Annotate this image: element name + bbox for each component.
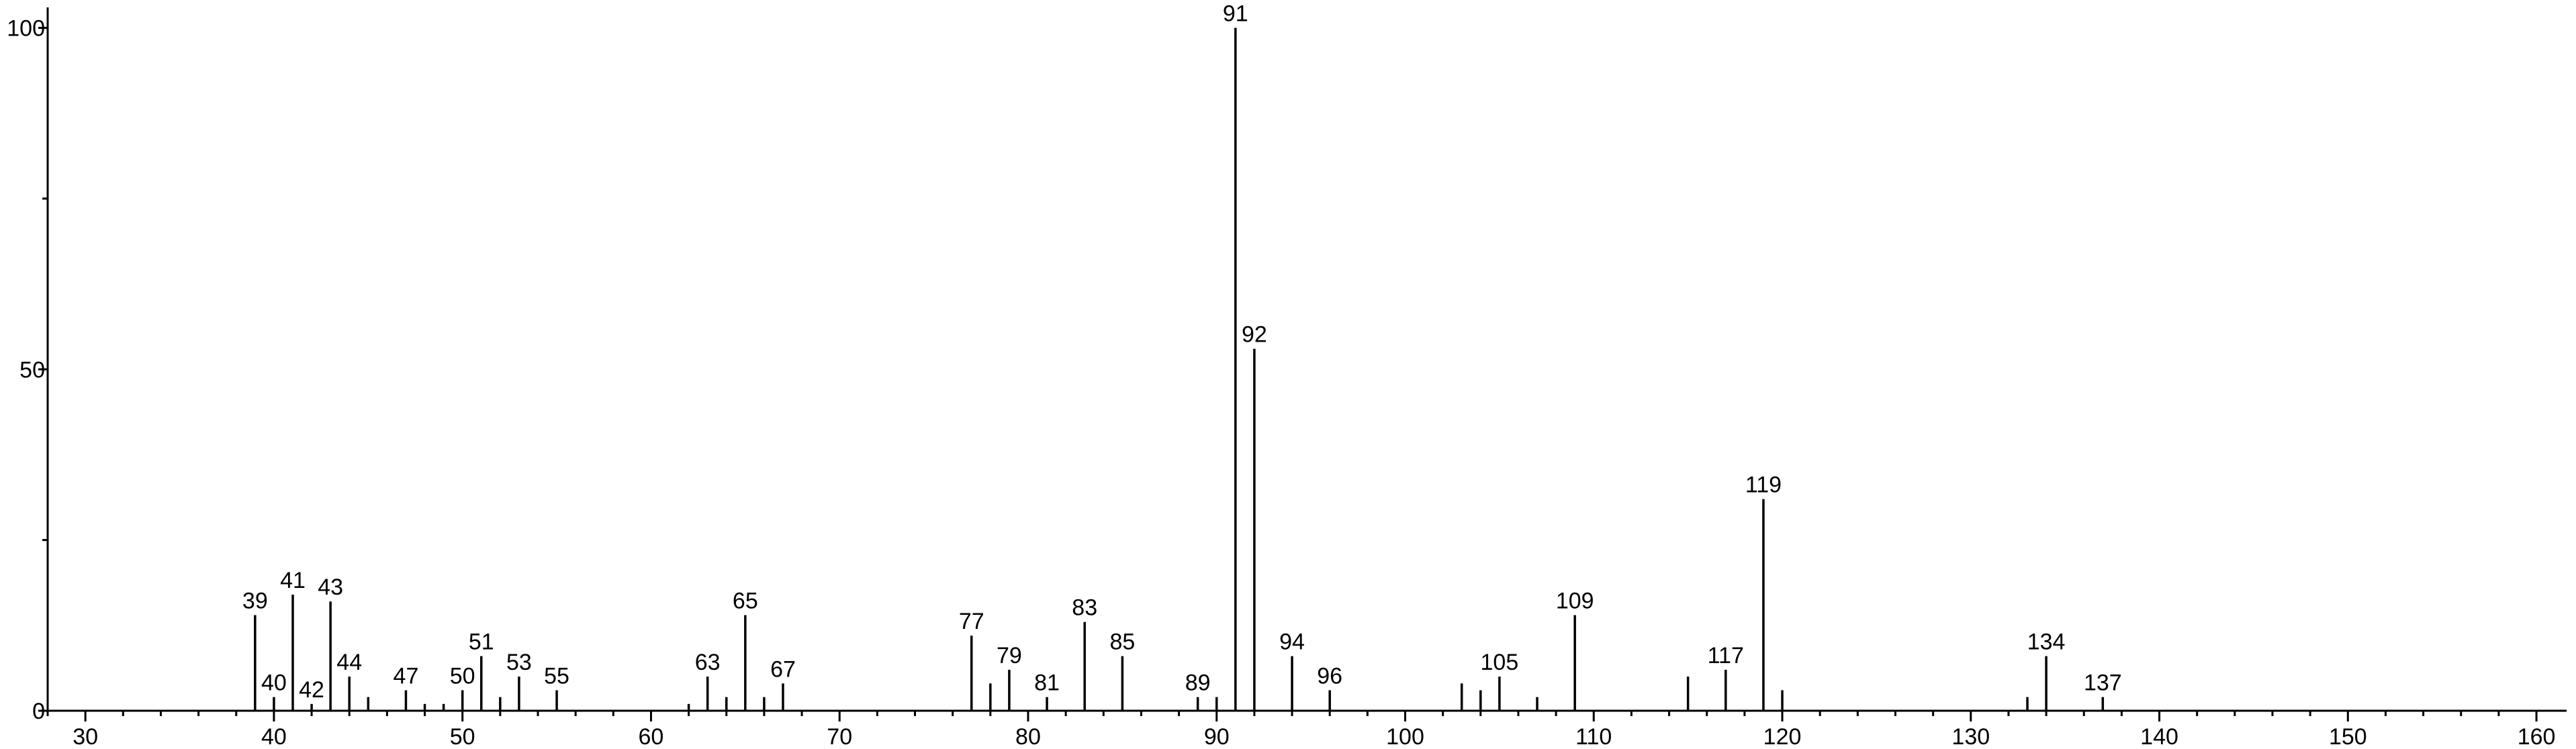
peak-label: 89 — [1185, 670, 1211, 696]
x-tick-label: 60 — [639, 724, 664, 749]
peak-label: 119 — [1745, 472, 1782, 498]
x-tick-label: 120 — [1763, 724, 1802, 749]
peak-label: 105 — [1481, 650, 1519, 675]
peak-label: 117 — [1708, 643, 1744, 668]
peak-label: 50 — [450, 663, 475, 689]
x-tick-label: 140 — [2140, 724, 2178, 749]
y-tick-label: 100 — [7, 16, 45, 42]
x-tick-label: 70 — [827, 724, 852, 749]
peak-label: 137 — [2084, 670, 2122, 696]
y-tick-label: 0 — [32, 699, 45, 724]
peak-label: 67 — [770, 656, 796, 682]
peak-label: 134 — [2027, 630, 2066, 655]
x-tick-label: 100 — [1386, 724, 1424, 749]
x-tick-label: 110 — [1575, 724, 1612, 749]
peak-label: 42 — [299, 677, 324, 703]
x-tick-label: 90 — [1204, 724, 1230, 749]
peak-label: 63 — [695, 650, 721, 675]
peak-label: 44 — [336, 650, 362, 675]
peak-label: 96 — [1317, 663, 1342, 689]
peak-label: 83 — [1072, 595, 1097, 621]
x-tick-label: 160 — [2518, 724, 2556, 749]
peak-label: 47 — [394, 663, 419, 689]
peak-label: 39 — [242, 589, 268, 614]
peak-label: 91 — [1223, 1, 1248, 27]
x-tick-label: 40 — [261, 724, 287, 749]
x-tick-label: 50 — [450, 724, 475, 749]
peak-label: 92 — [1242, 322, 1267, 348]
peak-label: 85 — [1109, 630, 1135, 655]
x-tick-label: 30 — [73, 724, 98, 749]
x-tick-label: 130 — [1951, 724, 1990, 749]
peak-label: 81 — [1034, 670, 1060, 696]
peak-label: 79 — [997, 643, 1022, 668]
x-tick-label: 150 — [2329, 724, 2367, 749]
peak-label: 43 — [318, 575, 343, 600]
peak-label: 109 — [1556, 589, 1594, 614]
peak-label: 55 — [544, 663, 569, 689]
peak-label: 41 — [280, 568, 306, 593]
peak-label: 94 — [1279, 630, 1305, 655]
peak-label: 77 — [959, 609, 984, 634]
peak-label: 65 — [733, 589, 758, 614]
x-tick-label: 80 — [1015, 724, 1041, 749]
peak-label: 53 — [506, 650, 532, 675]
peak-label: 51 — [469, 630, 494, 655]
peak-label: 40 — [261, 670, 287, 696]
y-tick-label: 50 — [19, 357, 45, 383]
